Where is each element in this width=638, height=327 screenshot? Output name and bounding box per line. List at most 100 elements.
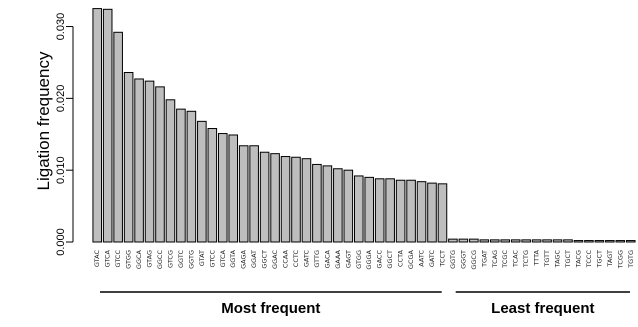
bar [186, 110, 197, 243]
bar [489, 239, 500, 243]
category-tick-label: TAGC [554, 250, 562, 269]
bar [563, 239, 573, 243]
category-tick-label: CCTC [292, 250, 300, 268]
category-tick-label: GTGG [355, 250, 363, 269]
category-tick-label: GATC [302, 250, 310, 268]
bar [144, 80, 155, 243]
category-tick-label: GTTG [313, 250, 321, 268]
bar [176, 108, 186, 243]
category-tick-label: GGAT [250, 250, 258, 268]
y-tick-label: 0.000 [55, 228, 67, 256]
category-tick-label: TGTT [543, 250, 551, 268]
bar [584, 240, 594, 243]
y-tick-label: 0.020 [55, 85, 67, 113]
bars-group [92, 8, 636, 243]
category-tick-label: GGAC [271, 250, 279, 269]
category-labels: GTAC GTCA GTCC GTGG GGCA GTAG GGCC GTCG GGTC GGTG… [93, 249, 635, 269]
category-tick-label: GTAG [146, 250, 154, 268]
category-tick-label: GGGA [365, 249, 373, 269]
category-tick-label: GTCA [219, 249, 227, 267]
category-tick-label: GTAT [198, 250, 206, 266]
bar [385, 178, 395, 243]
y-tick-label: 0.010 [55, 156, 67, 184]
bar [249, 145, 259, 243]
bar [500, 239, 511, 243]
bar [343, 169, 354, 243]
category-tick-label: TCAG [491, 250, 499, 269]
category-tick-label: TGAT [480, 250, 488, 268]
category-tick-label: TACG [574, 250, 582, 268]
bar [374, 178, 385, 243]
bar [353, 175, 364, 243]
bar [228, 134, 239, 243]
bar [259, 151, 270, 243]
bar [217, 133, 228, 243]
category-tick-label: TCAC [512, 250, 520, 268]
bar [197, 120, 207, 243]
category-tick-label: TCCT [438, 250, 446, 268]
group-label: Most frequent [221, 300, 320, 317]
bar [312, 163, 322, 243]
bar [448, 238, 458, 243]
bar [280, 156, 291, 243]
category-tick-label: GTCC [114, 250, 122, 268]
bar [322, 165, 333, 243]
category-tick-label: TGCT [564, 250, 572, 269]
category-tick-label: TGTG [627, 250, 635, 269]
bar [510, 239, 521, 243]
bar [165, 99, 176, 243]
group-label: Least frequent [491, 300, 594, 317]
bar [521, 239, 531, 243]
category-tick-label: GGGT [459, 250, 467, 269]
category-tick-label: TTTA [533, 249, 541, 266]
category-tick-label: GGTG [187, 250, 195, 269]
bar [605, 240, 615, 243]
category-tick-label: GAGA [240, 249, 248, 268]
bar [364, 176, 375, 243]
bar [552, 239, 563, 243]
category-tick-label: TCCC [585, 250, 593, 269]
y-axis: 0.000 0.010 0.020 0.030 [55, 13, 74, 256]
bar [113, 31, 123, 243]
category-tick-label: GGTA [229, 249, 237, 267]
bar [291, 156, 301, 243]
category-tick-label: CCTA [397, 249, 405, 267]
y-axis-label: Ligation frequency [34, 51, 53, 190]
category-tick-label: GGCC [156, 250, 164, 270]
category-tick-label: GCGA [407, 249, 415, 269]
bar [134, 78, 144, 243]
category-tick-label: GGCA [135, 249, 143, 269]
category-tick-label: GTCC [208, 250, 216, 268]
category-tick-label: TAGT [606, 250, 614, 268]
category-tick-label: TCGC [501, 250, 509, 269]
bar [437, 183, 448, 243]
bar [594, 240, 605, 243]
bar [207, 128, 218, 243]
bar [416, 181, 427, 243]
category-tick-label: GAAA [334, 249, 342, 268]
category-tick-label: GTCA [104, 249, 112, 267]
category-tick-label: TCGG [616, 250, 624, 269]
bar [427, 182, 437, 243]
bar [479, 239, 490, 243]
bar [270, 153, 280, 243]
category-tick-label: GACA [323, 249, 331, 268]
category-tick-label: GAGT [344, 250, 352, 268]
bar [301, 158, 312, 243]
category-tick-label: AATC [418, 250, 426, 267]
bar [406, 179, 416, 243]
category-tick-label: GACC [376, 250, 384, 269]
category-tick-label: CCAA [282, 249, 290, 268]
bar [469, 238, 479, 243]
category-tick-label: GGCG [470, 250, 478, 270]
bar [395, 179, 406, 243]
category-tick-label: GATC [428, 250, 436, 268]
category-tick-label: TGCT [595, 250, 603, 269]
bar [625, 240, 636, 243]
bar [123, 72, 134, 243]
bar [573, 240, 584, 243]
group-brackets: Most frequent Least frequent [100, 291, 630, 317]
category-tick-label: TCTG [522, 250, 530, 268]
category-tick-label: GGTG [449, 250, 457, 269]
